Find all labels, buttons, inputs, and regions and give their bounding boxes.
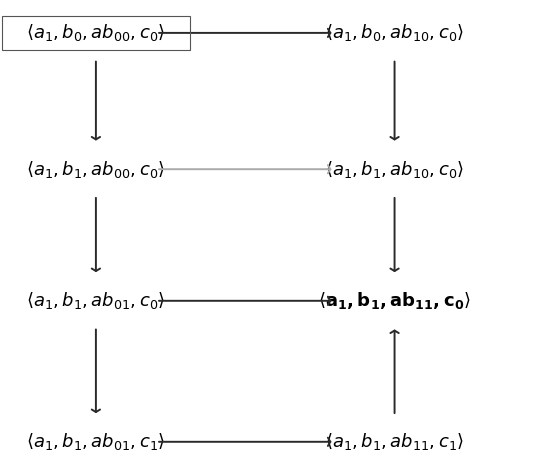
Text: $\langle a_1, b_1, ab_{00}, c_0 \rangle$: $\langle a_1, b_1, ab_{00}, c_0 \rangle$ (26, 159, 165, 180)
Text: $\langle a_1, b_1, ab_{01}, c_0 \rangle$: $\langle a_1, b_1, ab_{01}, c_0 \rangle$ (26, 290, 165, 311)
Text: $\langle a_1, b_0, ab_{00}, c_0 \rangle$: $\langle a_1, b_0, ab_{00}, c_0 \rangle$ (26, 23, 165, 43)
Text: $\langle \mathbf{a_1, b_1, ab_{11}, c_0} \rangle$: $\langle \mathbf{a_1, b_1, ab_{11}, c_0}… (318, 290, 471, 311)
Text: $\langle a_1, b_1, ab_{11}, c_1 \rangle$: $\langle a_1, b_1, ab_{11}, c_1 \rangle$ (325, 431, 464, 452)
Text: $\langle a_1, b_1, ab_{10}, c_0 \rangle$: $\langle a_1, b_1, ab_{10}, c_0 \rangle$ (325, 159, 464, 180)
Text: $\langle a_1, b_1, ab_{01}, c_1 \rangle$: $\langle a_1, b_1, ab_{01}, c_1 \rangle$ (26, 431, 165, 452)
Text: $\langle a_1, b_0, ab_{10}, c_0 \rangle$: $\langle a_1, b_0, ab_{10}, c_0 \rangle$ (325, 23, 464, 43)
